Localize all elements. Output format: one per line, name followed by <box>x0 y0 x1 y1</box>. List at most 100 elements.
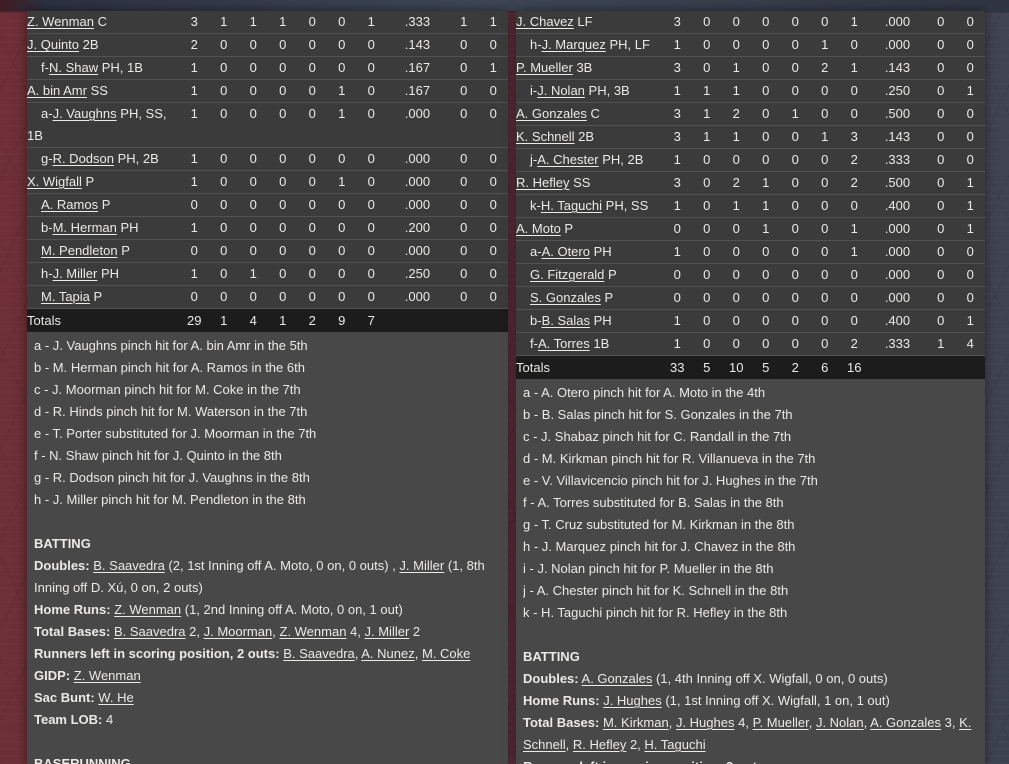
stat-value: 0 <box>691 171 722 195</box>
stat-value: 3 <box>662 11 692 34</box>
player-link[interactable]: G. Fitzgerald <box>530 267 605 282</box>
player-link[interactable]: A. Gonzales <box>581 671 653 686</box>
stat-value: 1 <box>691 79 722 103</box>
box-score-columns: Z. Wenman C 3 1 1 1 0 0 1.333 1 1 J. Quinto 2B 2 0 0 0… <box>0 11 1009 764</box>
player-link[interactable]: J. Nolan <box>815 715 864 730</box>
player-link[interactable]: Z. Wenman <box>279 624 347 639</box>
stat-value: 0 <box>691 148 722 172</box>
player-link[interactable]: B. Saavedra <box>113 624 186 639</box>
stat-value: 0 <box>478 285 508 309</box>
stat-value: 0 <box>297 193 327 217</box>
stat-value: 0 <box>297 33 327 57</box>
stat-value: 1 <box>326 102 357 148</box>
player-link[interactable]: M. Coke <box>421 646 471 661</box>
player-link[interactable]: J. Miller <box>399 558 445 573</box>
player-link[interactable]: Z. Wenman <box>27 14 94 29</box>
stat-value: .333 <box>868 148 926 172</box>
player-link[interactable]: K. Schnell <box>516 129 575 144</box>
player-link[interactable]: A. Moto <box>516 221 561 236</box>
player-link[interactable]: A. Ramos <box>41 197 99 212</box>
player-link[interactable]: J. Miller <box>364 624 410 639</box>
player-link[interactable]: M. Tapia <box>41 289 90 304</box>
stat-value: .000 <box>385 193 449 217</box>
stat-value: 1 <box>326 170 357 194</box>
player-link[interactable]: H. Taguchi <box>540 198 603 213</box>
player-name-cell: f-N. Shaw PH, 1B <box>27 56 180 80</box>
player-name-cell: h-J. Marquez PH, LF <box>516 33 663 57</box>
stat-text: 2, <box>185 624 204 639</box>
position-label: P <box>81 174 95 189</box>
player-link[interactable]: R. Hefley <box>516 175 570 190</box>
player-link[interactable]: A. Gonzales <box>870 715 941 730</box>
stat-value: 0 <box>326 147 357 171</box>
stat-value: 0 <box>955 240 985 264</box>
player-link[interactable]: B. Saavedra <box>283 646 355 661</box>
stat-value: 0 <box>691 11 722 34</box>
player-link[interactable]: A. Chester <box>537 152 599 167</box>
stat-value: 0 <box>478 170 508 194</box>
stat-value: 0 <box>721 11 751 34</box>
stat-value: 1 <box>662 33 692 57</box>
player-link[interactable]: A. bin Amr <box>27 83 87 98</box>
stat-value: 1 <box>662 79 692 103</box>
stat-value: 1 <box>809 33 840 57</box>
stat-value: 0 <box>267 239 298 263</box>
player-link[interactable]: M. Pendleton <box>41 243 118 258</box>
player-link[interactable]: M. Herman <box>52 220 117 235</box>
player-link[interactable]: A. Otero <box>541 244 590 259</box>
stat-value: 0 <box>691 263 722 287</box>
substitution-note: e - T. Porter substituted for J. Moorman… <box>34 426 317 441</box>
player-link[interactable]: B. Salas <box>541 313 590 328</box>
player-link[interactable]: M. Kirkman <box>602 715 669 730</box>
position-label: P <box>600 290 614 305</box>
player-link[interactable]: S. Gonzales <box>530 290 601 305</box>
stat-value: 0 <box>955 125 985 149</box>
stat-text: , <box>668 715 676 730</box>
stat-value: .400 <box>868 309 926 333</box>
player-link[interactable]: Z. Wenman <box>114 602 182 617</box>
player-link[interactable]: J. Chavez <box>516 14 574 29</box>
player-link[interactable]: J. Nolan <box>537 83 585 98</box>
player-link[interactable]: Z. Wenman <box>73 668 141 683</box>
stat-value: 0 <box>780 217 810 241</box>
position-label: PH, SS, 1B <box>27 106 171 143</box>
stat-value: 1 <box>662 240 692 264</box>
player-name-cell: i-J. Nolan PH, 3B <box>516 79 663 103</box>
player-link[interactable]: J. Quinto <box>27 37 80 52</box>
player-link[interactable]: A. Gonzales <box>516 106 587 121</box>
player-link[interactable]: J. Vaughns <box>52 106 117 121</box>
player-name-cell: G. Fitzgerald P <box>516 263 663 287</box>
player-link[interactable]: R. Hefley <box>572 737 627 752</box>
stat-value: 1 <box>750 171 781 195</box>
player-link[interactable]: H. Taguchi <box>644 737 706 752</box>
player-link[interactable]: K. Schnell <box>523 715 972 752</box>
stat-value: 0 <box>297 147 327 171</box>
player-link[interactable]: N. Shaw <box>48 60 99 75</box>
player-link[interactable]: A. Torres <box>537 336 590 351</box>
player-link[interactable]: A. Nunez <box>361 646 415 661</box>
player-link[interactable]: J. Moorman <box>203 624 273 639</box>
stat-value: 1 <box>326 79 357 103</box>
stat-value: 0 <box>267 262 298 286</box>
batting-stat-line: Runners left in scoring position, 2 outs… <box>523 756 977 764</box>
player-link[interactable]: R. Dodson <box>52 151 114 166</box>
player-link[interactable]: P. Mueller <box>752 715 809 730</box>
stat-value: 1 <box>179 102 210 148</box>
totals-stat-value <box>868 355 926 379</box>
player-link[interactable]: J. Marquez <box>541 37 606 52</box>
stat-value: 0 <box>448 170 479 194</box>
player-link[interactable]: J. Hughes <box>603 693 662 708</box>
stat-value: 0 <box>780 56 810 80</box>
stat-value: 0 <box>691 217 722 241</box>
stat-value: 0 <box>478 102 508 148</box>
player-link[interactable]: P. Mueller <box>516 60 573 75</box>
stat-value: 0 <box>839 263 869 287</box>
player-link[interactable]: X. Wigfall <box>27 174 82 189</box>
player-link[interactable]: J. Miller <box>52 266 98 281</box>
stat-value: 0 <box>448 147 479 171</box>
player-link[interactable]: B. Saavedra <box>93 558 165 573</box>
batter-row: h-J. Marquez PH, LF 1 0 0 0 0 1 0.000 0 0 <box>516 33 985 57</box>
player-link[interactable]: J. Hughes <box>675 715 735 730</box>
away-notes-section: a - J. Vaughns pinch hit for A. bin Amr … <box>27 332 508 764</box>
player-link[interactable]: W. He <box>98 690 134 705</box>
